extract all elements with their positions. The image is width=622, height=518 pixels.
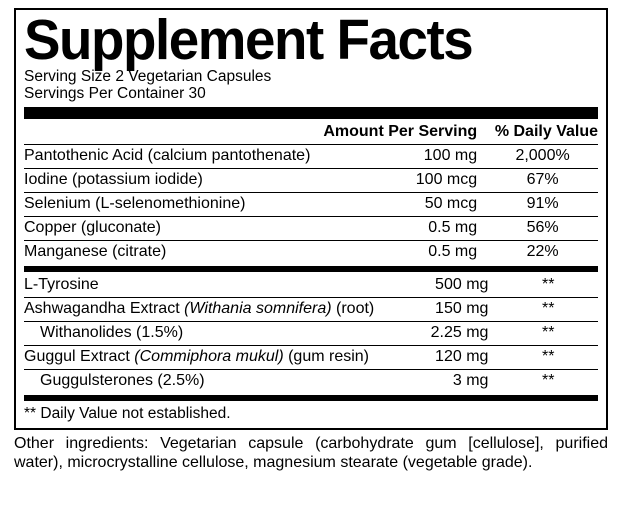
ingredient-dv: 2,000% bbox=[487, 144, 598, 168]
ingredient-amount: 150 mg bbox=[374, 297, 498, 321]
rule-mid-2 bbox=[24, 395, 598, 401]
table-row: Selenium (L-selenomethionine)50 mcg91% bbox=[24, 192, 598, 216]
supplement-facts-panel: Supplement Facts Serving Size 2 Vegetari… bbox=[14, 8, 608, 430]
ingredient-name: Guggul Extract (Commiphora mukul) (gum r… bbox=[24, 345, 374, 369]
ingredient-amount: 3 mg bbox=[374, 369, 498, 393]
ingredient-dv: ** bbox=[498, 274, 598, 298]
section-1: Pantothenic Acid (calcium pantothenate)1… bbox=[24, 144, 598, 264]
footnote: ** Daily Value not established. bbox=[24, 403, 598, 424]
ingredient-amount: 2.25 mg bbox=[374, 321, 498, 345]
ingredient-amount: 0.5 mg bbox=[323, 240, 487, 264]
ingredient-name: Manganese (citrate) bbox=[24, 240, 323, 264]
ingredient-dv: 56% bbox=[487, 216, 598, 240]
ingredient-name: Iodine (potassium iodide) bbox=[24, 168, 323, 192]
ingredient-amount: 50 mcg bbox=[323, 192, 487, 216]
ingredient-amount: 100 mcg bbox=[323, 168, 487, 192]
ingredient-dv: ** bbox=[498, 297, 598, 321]
ingredient-amount: 100 mg bbox=[323, 144, 487, 168]
ingredient-dv: 91% bbox=[487, 192, 598, 216]
header-dv: % Daily Value bbox=[487, 121, 598, 145]
ingredient-dv: 22% bbox=[487, 240, 598, 264]
ingredient-name: Withanolides (1.5%) bbox=[24, 321, 374, 345]
panel-title: Supplement Facts bbox=[24, 12, 575, 69]
ingredient-name: Copper (gluconate) bbox=[24, 216, 323, 240]
table-row: Pantothenic Acid (calcium pantothenate)1… bbox=[24, 144, 598, 168]
header-row: Amount Per Serving % Daily Value bbox=[24, 121, 598, 145]
ingredient-name: Ashwagandha Extract (Withania somnifera)… bbox=[24, 297, 374, 321]
ingredient-dv: ** bbox=[498, 321, 598, 345]
ingredient-dv: ** bbox=[498, 345, 598, 369]
ingredient-name: Selenium (L-selenomethionine) bbox=[24, 192, 323, 216]
ingredient-amount: 120 mg bbox=[374, 345, 498, 369]
ingredient-name: L-Tyrosine bbox=[24, 274, 374, 298]
table-row: Copper (gluconate)0.5 mg56% bbox=[24, 216, 598, 240]
table-row: Iodine (potassium iodide)100 mcg67% bbox=[24, 168, 598, 192]
ingredient-dv: ** bbox=[498, 369, 598, 393]
rule-mid bbox=[24, 266, 598, 272]
table-row: Manganese (citrate)0.5 mg22% bbox=[24, 240, 598, 264]
section-2: L-Tyrosine500 mg**Ashwagandha Extract (W… bbox=[24, 274, 598, 393]
rule-thick bbox=[24, 107, 598, 119]
header-name bbox=[24, 121, 323, 145]
servings-per-container: Servings Per Container 30 bbox=[24, 84, 598, 103]
facts-table: Amount Per Serving % Daily Value Pantoth… bbox=[24, 121, 598, 264]
table-row: Guggul Extract (Commiphora mukul) (gum r… bbox=[24, 345, 598, 369]
table-row: Guggulsterones (2.5%)3 mg** bbox=[24, 369, 598, 393]
table-row: Withanolides (1.5%)2.25 mg** bbox=[24, 321, 598, 345]
header-amount: Amount Per Serving bbox=[323, 121, 487, 145]
ingredient-name: Guggulsterones (2.5%) bbox=[24, 369, 374, 393]
ingredient-amount: 0.5 mg bbox=[323, 216, 487, 240]
facts-table-2: L-Tyrosine500 mg**Ashwagandha Extract (W… bbox=[24, 274, 598, 393]
table-row: Ashwagandha Extract (Withania somnifera)… bbox=[24, 297, 598, 321]
ingredient-dv: 67% bbox=[487, 168, 598, 192]
other-ingredients: Other ingredients: Vegetarian capsule (c… bbox=[14, 434, 608, 473]
ingredient-amount: 500 mg bbox=[374, 274, 498, 298]
table-row: L-Tyrosine500 mg** bbox=[24, 274, 598, 298]
ingredient-name: Pantothenic Acid (calcium pantothenate) bbox=[24, 144, 323, 168]
